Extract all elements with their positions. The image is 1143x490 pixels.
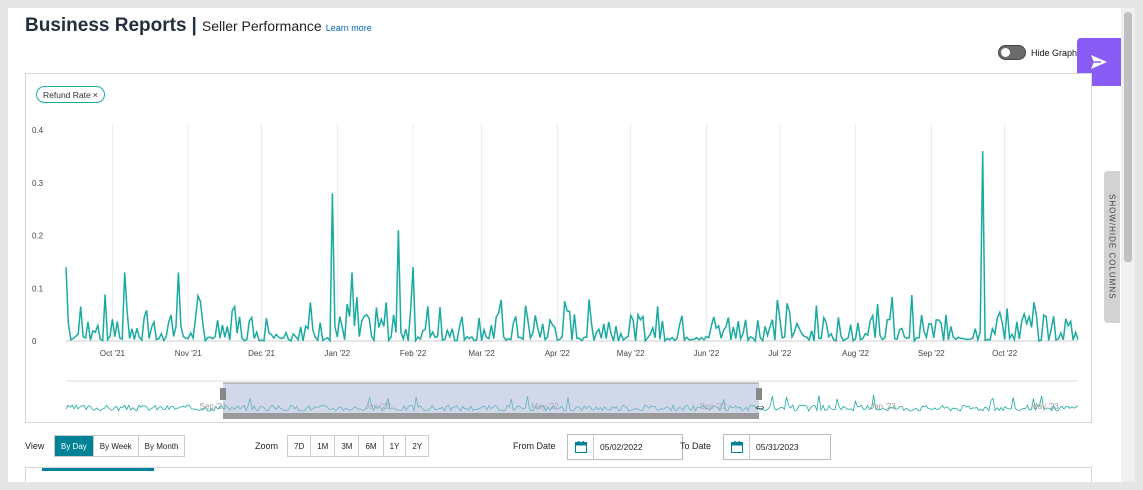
y-axis-ticks: 0.4 0.3 0.2 0.1 0	[32, 126, 44, 346]
x-tick-label: Sep '22	[918, 349, 945, 358]
x-tick-label: Jun '22	[694, 349, 720, 358]
chart-controls: View By Day By Week By Month Zoom 7D 1M …	[8, 434, 1118, 460]
x-tick-label: May '22	[617, 349, 645, 358]
x-axis-ticks: Oct '21 Nov '21 Dec '21 Jan '22 Feb '22 Mar '…	[100, 349, 1018, 358]
metric-chip-refund-rate[interactable]: Refund Rate ×	[36, 86, 105, 103]
to-date-field[interactable]: 05/31/2023	[723, 434, 831, 460]
view-segmented-control: By Day By Week By Month	[54, 435, 186, 457]
report-page: Business Reports | Seller Performance Le…	[8, 8, 1135, 482]
zoom-3m-button[interactable]: 3M	[335, 436, 360, 456]
zoom-label: Zoom	[255, 441, 279, 451]
y-tick-label: 0.4	[32, 126, 44, 135]
navigator-right-handle[interactable]	[756, 388, 762, 400]
chart-panel	[25, 73, 1092, 423]
zoom-1m-button[interactable]: 1M	[311, 436, 336, 456]
from-date-input[interactable]: 05/02/2022	[600, 442, 643, 452]
x-tick-label: Dec '21	[248, 349, 275, 358]
navigator-tick-label: Jan '23	[870, 402, 896, 411]
scrollbar-thumb[interactable]	[1124, 12, 1132, 262]
zoom-segmented-control: 7D 1M 3M 6M 1Y 2Y	[287, 435, 430, 457]
active-table-tab[interactable]	[42, 468, 154, 471]
zoom-1y-button[interactable]: 1Y	[383, 436, 407, 456]
navigator-tick-label: May '23	[1031, 402, 1059, 411]
paper-plane-icon	[1091, 55, 1107, 69]
y-tick-label: 0.1	[32, 284, 44, 293]
x-tick-label: Nov '21	[175, 349, 202, 358]
page-title: Business Reports	[25, 15, 187, 36]
report-table-header	[25, 467, 1092, 482]
page-scrollbar[interactable]	[1121, 8, 1135, 482]
x-tick-label: Jul '22	[768, 349, 791, 358]
metric-chip-label: Refund Rate	[43, 89, 91, 100]
y-tick-label: 0	[32, 337, 37, 346]
x-tick-label: Apr '22	[545, 349, 571, 358]
navigator-tick-label: Sep '21	[200, 402, 227, 411]
view-by-month-button[interactable]: By Month	[138, 436, 185, 456]
calendar-icon[interactable]	[724, 435, 750, 459]
toggle-knob	[1001, 48, 1010, 57]
chart-grid	[66, 124, 1078, 342]
toggle-switch[interactable]	[998, 45, 1026, 60]
x-tick-label: Oct '22	[992, 349, 1018, 358]
zoom-7d-button[interactable]: 7D	[288, 436, 312, 456]
view-label: View	[25, 441, 45, 451]
x-tick-label: Aug '22	[842, 349, 869, 358]
navigator-scrollbar[interactable]	[223, 413, 759, 419]
close-icon[interactable]: ×	[92, 89, 98, 100]
zoom-2y-button[interactable]: 2Y	[406, 436, 429, 456]
x-tick-label: Feb '22	[400, 349, 427, 358]
zoom-6m-button[interactable]: 6M	[359, 436, 384, 456]
title-separator: |	[191, 15, 197, 36]
x-tick-label: Oct '21	[100, 349, 126, 358]
navigator-selection[interactable]	[223, 383, 759, 417]
resize-cursor-icon: ⇔	[753, 398, 767, 414]
hide-graph-toggle[interactable]: Hide Graph	[998, 45, 1077, 60]
view-by-week-button[interactable]: By Week	[93, 436, 139, 456]
y-tick-label: 0.3	[32, 179, 44, 188]
refund-rate-series-line	[65, 151, 1079, 344]
page-subtitle: Seller Performance	[201, 18, 322, 34]
y-tick-label: 0.2	[32, 232, 44, 241]
x-tick-label: Jan '22	[325, 349, 351, 358]
page-header: Business Reports | Seller Performance Le…	[25, 15, 372, 37]
to-date-input[interactable]: 05/31/2023	[756, 442, 799, 452]
hide-graph-label: Hide Graph	[1031, 47, 1078, 58]
show-hide-columns-label: SHOW/HIDE COLUMNS	[1107, 194, 1117, 300]
x-tick-label: Mar '22	[468, 349, 495, 358]
show-hide-columns-tab[interactable]: SHOW/HIDE COLUMNS	[1104, 171, 1120, 323]
from-date-field[interactable]: 05/02/2022	[567, 434, 683, 460]
view-by-day-button[interactable]: By Day	[55, 436, 94, 456]
calendar-icon[interactable]	[568, 435, 594, 459]
to-date-label: To Date	[680, 441, 712, 451]
refund-rate-chart: 0.4 0.3 0.2 0.1 0 Oct '21 Nov '21 Dec '21 Jan '…	[32, 124, 1079, 419]
from-date-label: From Date	[513, 441, 556, 451]
navigator-left-handle[interactable]	[220, 388, 226, 400]
learn-more-link[interactable]: Learn more	[325, 23, 372, 33]
